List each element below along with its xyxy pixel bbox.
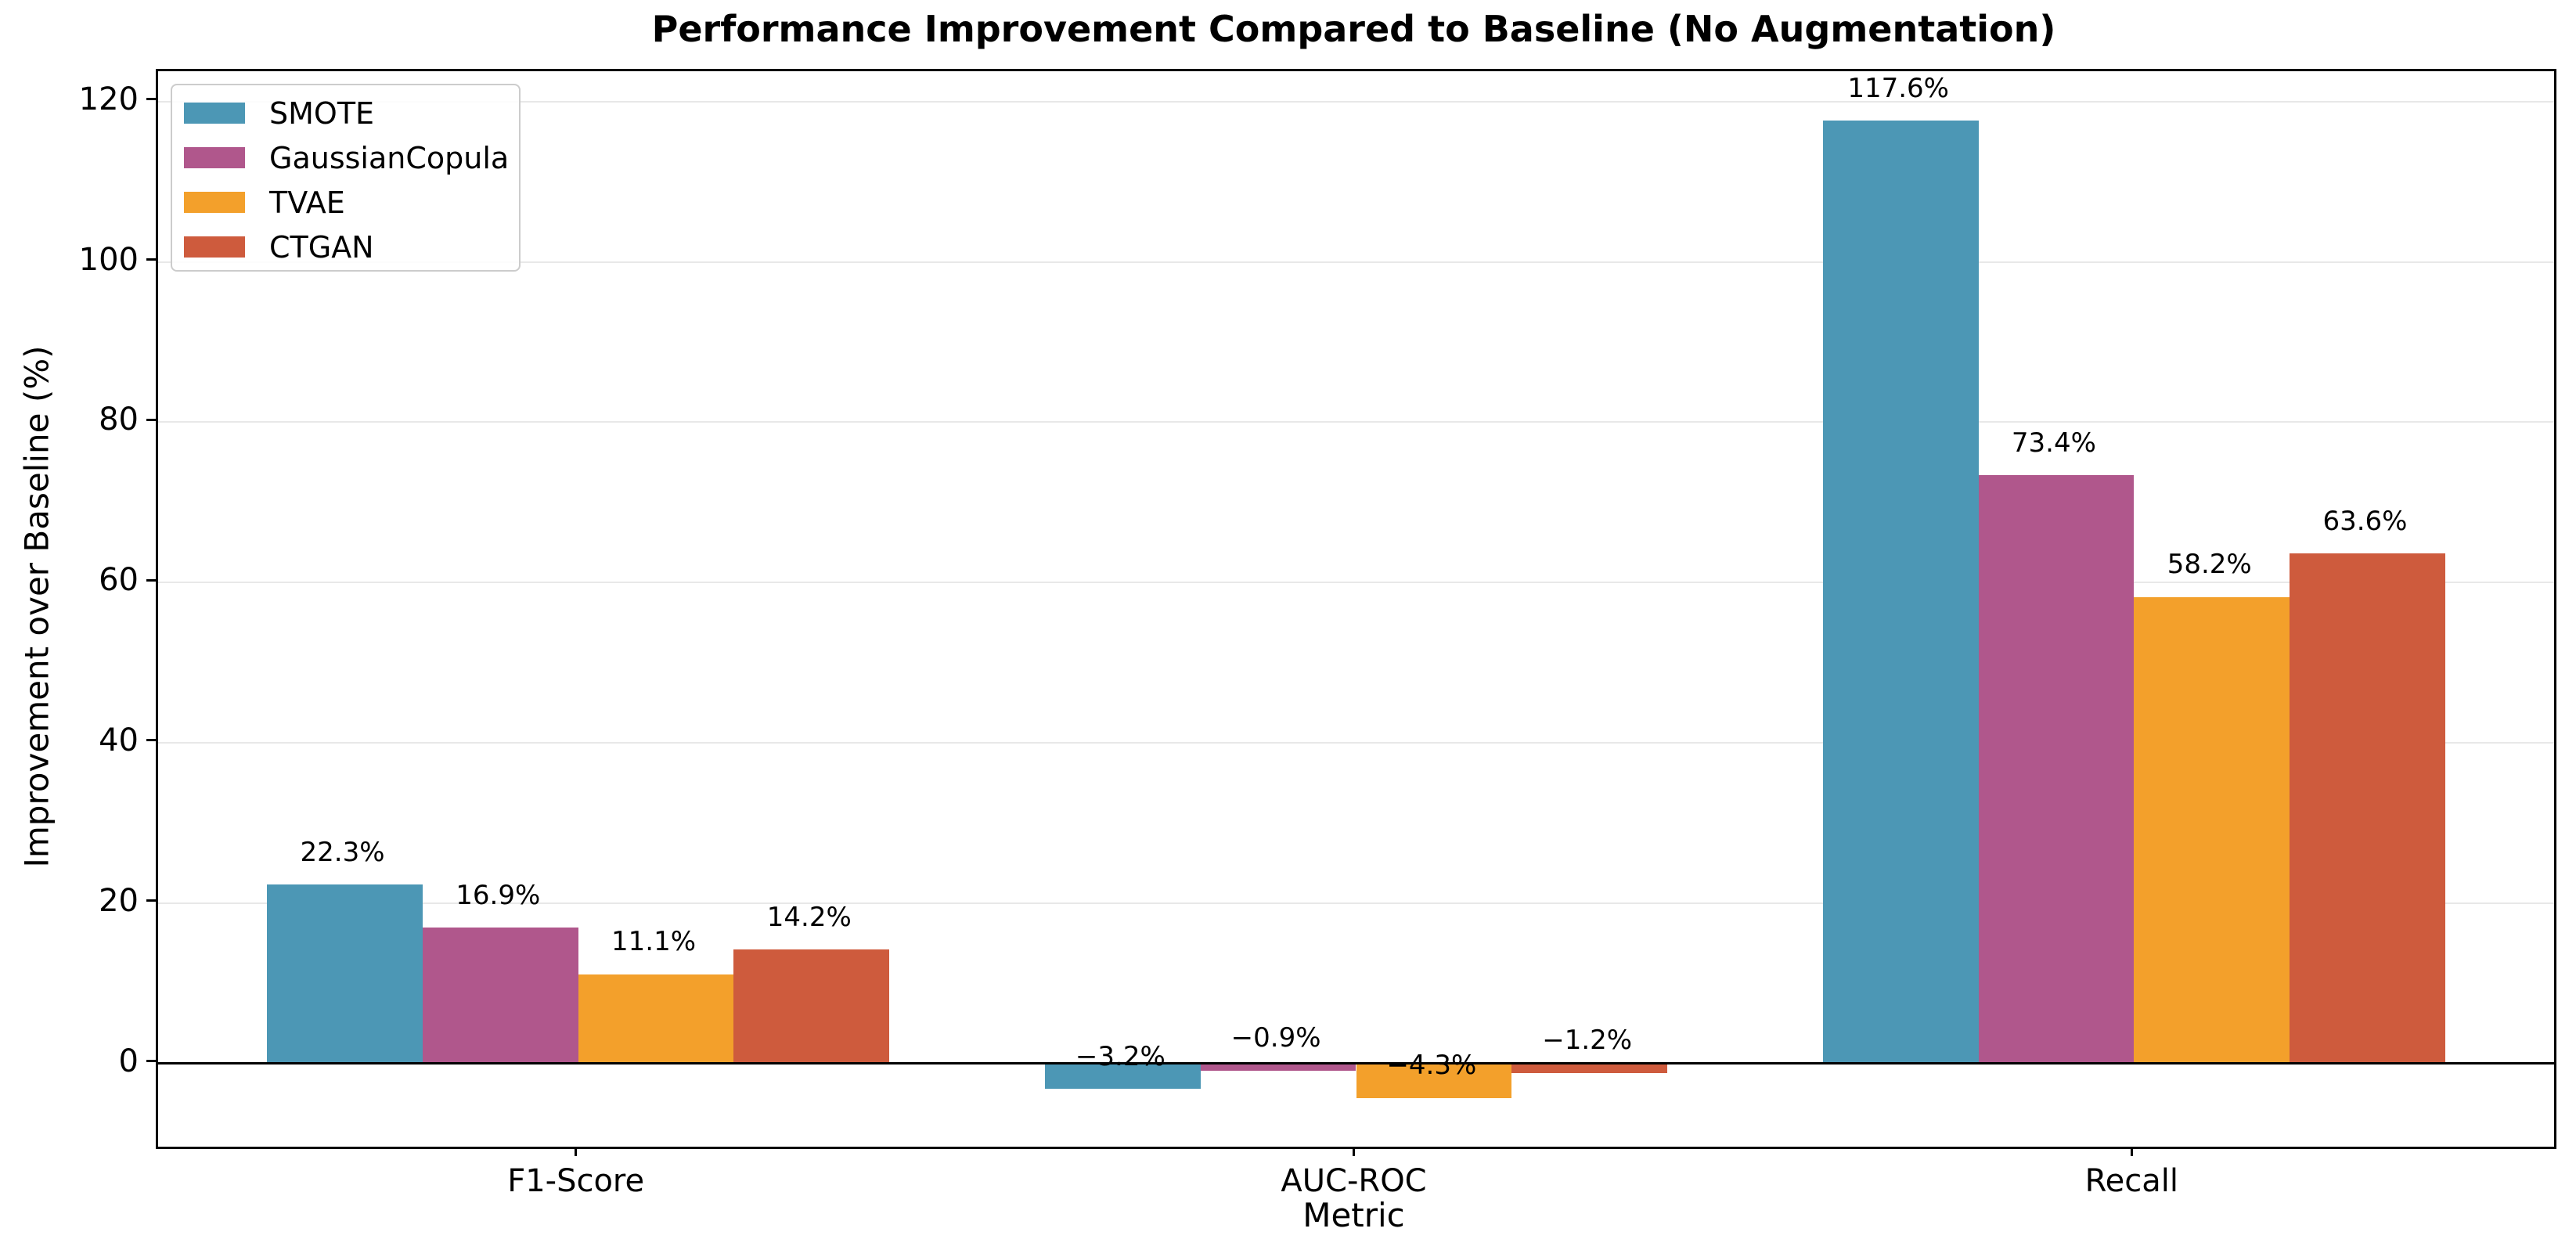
- gridline-y-40: [158, 741, 2554, 744]
- bar-label-TVAE-Recall: 58.2%: [2167, 549, 2252, 581]
- y-tick-label-60: 60: [99, 562, 139, 599]
- x-tick-label-Recall: Recall: [2084, 1163, 2178, 1199]
- bar-label-TVAE-F1-Score: 11.1%: [611, 926, 697, 958]
- y-tick-label-20: 20: [99, 882, 139, 919]
- bar-label-SMOTE-F1-Score: 22.3%: [300, 836, 385, 868]
- bar-label-CTGAN-Recall: 63.6%: [2322, 505, 2408, 537]
- legend-item-TVAE: TVAE: [184, 180, 519, 225]
- bar-SMOTE-AUC-ROC: [1044, 1063, 1201, 1090]
- legend-swatch-icon: [184, 103, 245, 124]
- legend-item-GaussianCopula: GaussianCopula: [184, 135, 519, 180]
- y-tick-40: [146, 739, 156, 742]
- bar-CTGAN-F1-Score: [733, 949, 890, 1064]
- x-axis-label: Metric: [1302, 1196, 1405, 1234]
- bar-label-GaussianCopula-F1-Score: 16.9%: [456, 880, 541, 912]
- x-tick-F1-Score: [575, 1147, 578, 1156]
- legend: SMOTE GaussianCopula TVAE CTGAN: [171, 84, 521, 272]
- gridline-y-120: [158, 100, 2554, 103]
- bar-label-GaussianCopula-Recall: 73.4%: [2011, 427, 2096, 459]
- legend-label-CTGAN: CTGAN: [269, 229, 374, 265]
- y-tick-60: [146, 578, 156, 582]
- legend-label-SMOTE: SMOTE: [269, 95, 375, 131]
- gridline-y-80: [158, 421, 2554, 423]
- bar-label-SMOTE-Recall: 117.6%: [1847, 73, 1949, 105]
- y-axis-label: Improvement over Baseline (%): [17, 345, 56, 868]
- bar-label-TVAE-AUC-ROC: −4.3%: [1386, 1050, 1477, 1082]
- x-tick-label-AUC-ROC: AUC-ROC: [1281, 1163, 1427, 1199]
- plot-area: [156, 69, 2556, 1149]
- gridline-y-20: [158, 902, 2554, 904]
- y-tick-label-40: 40: [99, 722, 139, 758]
- y-tick-label-120: 120: [78, 81, 139, 117]
- bar-SMOTE-Recall: [1822, 121, 1979, 1064]
- zero-line: [158, 1062, 2554, 1065]
- chart-title: Performance Improvement Compared to Base…: [651, 8, 2056, 50]
- y-tick-label-80: 80: [99, 402, 139, 438]
- bar-label-SMOTE-AUC-ROC: −3.2%: [1075, 1040, 1166, 1072]
- x-tick-label-F1-Score: F1-Score: [507, 1163, 645, 1199]
- bar-CTGAN-Recall: [2290, 553, 2445, 1064]
- y-tick-80: [146, 418, 156, 421]
- y-tick-20: [146, 899, 156, 902]
- bar-GaussianCopula-AUC-ROC: [1200, 1063, 1356, 1071]
- legend-swatch-icon: [184, 236, 245, 258]
- bar-label-GaussianCopula-AUC-ROC: −0.9%: [1230, 1022, 1321, 1054]
- y-tick-120: [146, 98, 156, 101]
- legend-item-SMOTE: SMOTE: [184, 91, 519, 135]
- gridline-y-100: [158, 261, 2554, 263]
- gridline-y-60: [158, 582, 2554, 584]
- legend-label-GaussianCopula: GaussianCopula: [269, 140, 510, 175]
- legend-swatch-icon: [184, 192, 245, 213]
- legend-swatch-icon: [184, 147, 245, 168]
- bar-GaussianCopula-Recall: [1978, 475, 2135, 1064]
- bar-GaussianCopula-F1-Score: [422, 928, 578, 1064]
- bar-TVAE-F1-Score: [578, 974, 734, 1064]
- x-tick-Recall: [2130, 1147, 2133, 1156]
- bar-CTGAN-AUC-ROC: [1511, 1063, 1668, 1073]
- y-tick-0: [146, 1060, 156, 1063]
- y-tick-100: [146, 258, 156, 261]
- bar-TVAE-Recall: [2134, 596, 2290, 1064]
- x-tick-AUC-ROC: [1353, 1147, 1355, 1156]
- bar-SMOTE-F1-Score: [267, 884, 423, 1064]
- bar-label-CTGAN-F1-Score: 14.2%: [766, 901, 852, 933]
- bar-TVAE-AUC-ROC: [1356, 1063, 1512, 1098]
- y-tick-label-100: 100: [78, 241, 139, 278]
- legend-item-CTGAN: CTGAN: [184, 225, 519, 269]
- legend-label-TVAE: TVAE: [269, 185, 345, 220]
- y-tick-label-0: 0: [118, 1043, 139, 1079]
- bar-label-CTGAN-AUC-ROC: −1.2%: [1542, 1025, 1633, 1057]
